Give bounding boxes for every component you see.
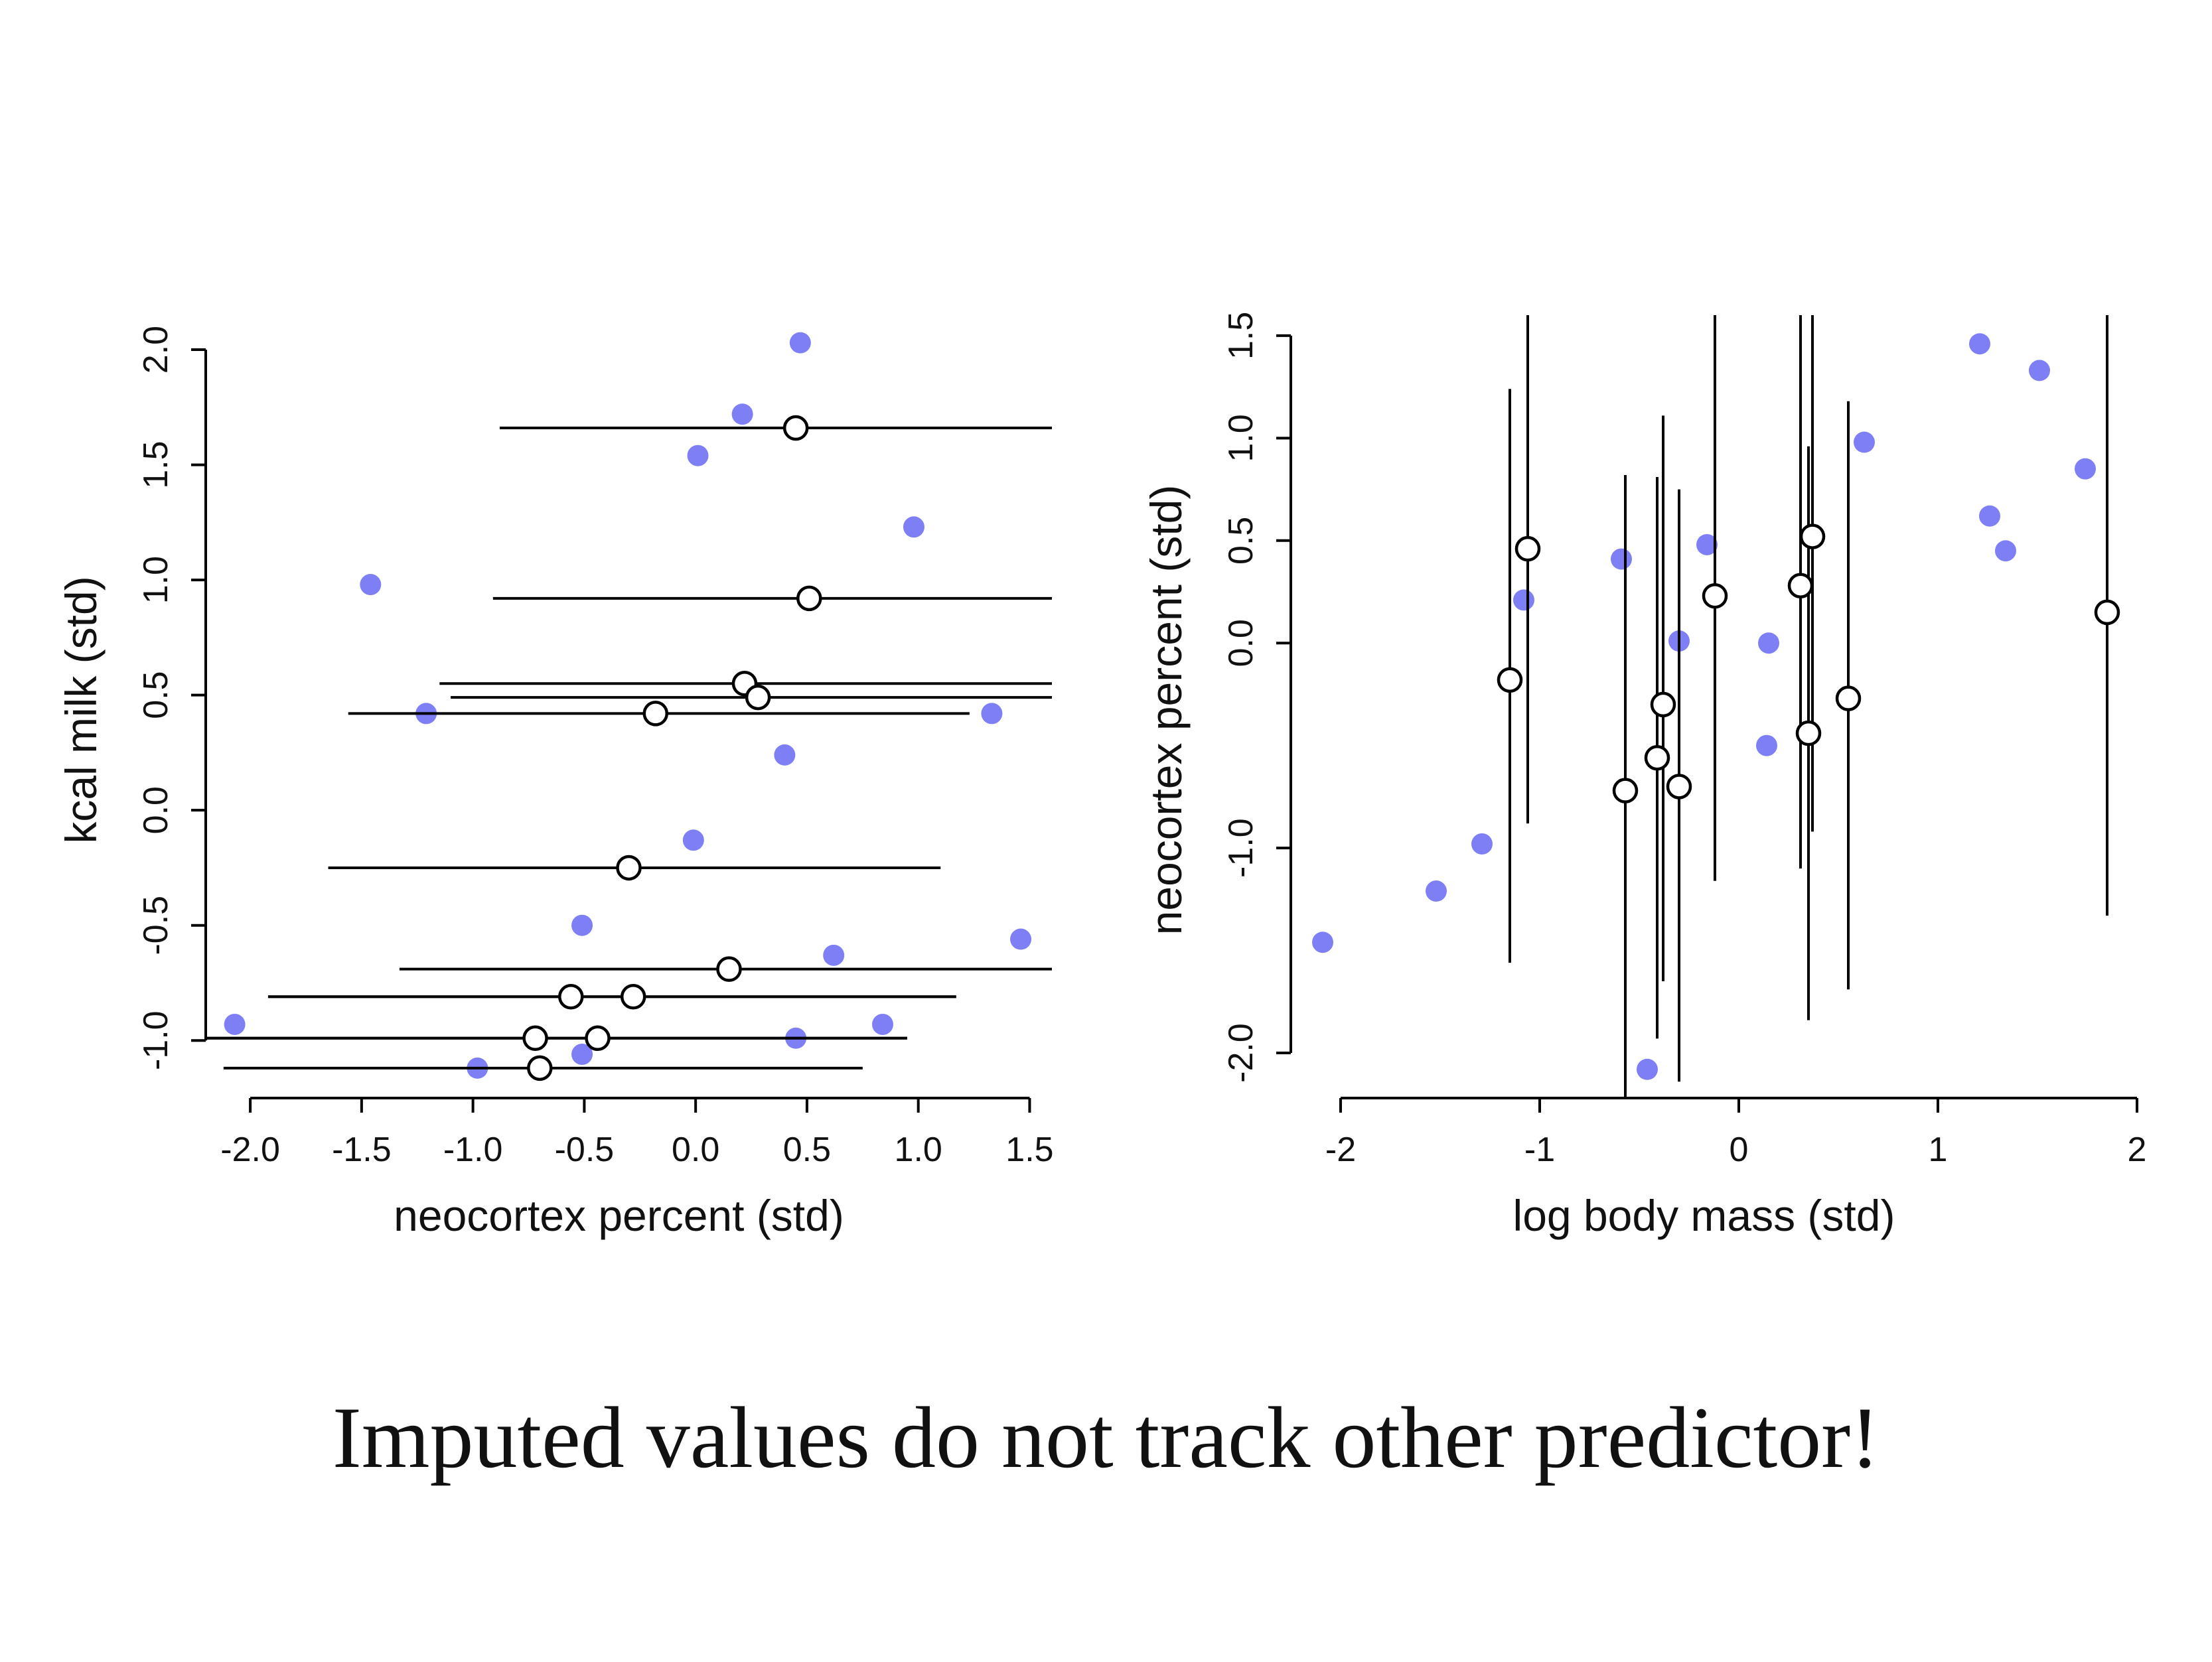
y-tick-label: 1.5 [1222,312,1260,360]
imputed-point [527,1055,553,1081]
x-tick-label: 0 [1730,1131,1749,1169]
observed-point [903,516,924,538]
imputed-point [585,1025,611,1052]
observed-point [872,1013,893,1035]
x-tick-label: -2.0 [220,1131,280,1169]
x-tick-label: 1.0 [895,1131,942,1169]
observed-point [687,445,709,466]
observed-point [1010,928,1032,950]
observed-point [682,829,704,851]
observed-point [1312,932,1333,953]
x-tick-label: -1.0 [443,1131,503,1169]
observed-point [1758,632,1779,654]
imputed-point [620,984,646,1010]
x-tick-label: 1.5 [1005,1131,1053,1169]
observed-point [1696,533,1718,555]
x-tick-label: 0.0 [672,1131,719,1169]
observed-point [789,332,811,354]
imputed-point [1612,778,1639,803]
right-panel-neocortex-vs-body-mass: -2 -1 0 1 2 -2.0 -1.0 0.0 0.5 1.0 1.5 log body mass… [1142,312,2146,1240]
x-tick-label: -1.5 [332,1131,392,1169]
y-axis-label: neocortex percent (std) [1142,485,1191,935]
y-tick-label: -1.0 [1222,818,1260,878]
imputed-point [558,984,584,1010]
imputed-point [1702,583,1728,609]
imputed-point [796,585,822,612]
observed-point [1854,431,1875,453]
y-tick-label: -0.5 [137,896,175,955]
imputed-point [1835,685,1862,711]
y-tick-label: 2.0 [137,326,175,374]
observed-point [1995,540,2016,562]
imputed-point [1644,744,1670,771]
y-tick-label: 0.0 [1222,619,1260,667]
observed-point [774,744,796,766]
observed-point [1979,505,2000,527]
imputed-point [2094,599,2120,626]
y-tick-label: -2.0 [1222,1023,1260,1083]
observed-point [981,703,1003,725]
observed-point [1513,589,1534,611]
imputed-point [642,701,669,727]
imputed-point [716,956,742,982]
observed-point [1426,880,1447,902]
observed-point [1471,833,1493,855]
x-tick-label: 2 [2128,1131,2147,1169]
y-tick-label: 0.5 [137,671,175,719]
caption: Imputed values do not track other predic… [332,1389,1880,1486]
imputed-point [782,415,809,441]
x-tick-label: -1 [1524,1131,1555,1169]
x-tick-label: -0.5 [555,1131,615,1169]
imputed-point [1795,720,1822,746]
observed-point [360,574,382,596]
observed-point [823,944,845,966]
observed-point [1756,734,1777,756]
imputed-point [522,1025,548,1052]
observed-point [571,914,593,936]
observed-point [1611,548,1632,570]
x-axis-label: neocortex percent (std) [394,1191,844,1240]
observed-point [731,403,753,425]
y-tick-label: 1.0 [1222,414,1260,462]
y-tick-label: -1.0 [137,1010,175,1070]
y-axis-label: kcal milk (std) [56,576,106,843]
imputed-point [1666,774,1692,799]
y-tick-label: 1.0 [137,556,175,604]
observed-point [571,1044,593,1066]
x-tick-label: 0.5 [783,1131,831,1169]
imputed-point [1497,667,1523,693]
observed-point [1637,1058,1658,1080]
observed-point [1969,333,1990,355]
imputed-point [1514,535,1541,562]
x-tick-label: -2 [1325,1131,1356,1169]
observed-point [2075,458,2096,480]
left-panel-kcal-vs-neocortex: -2.0 -1.5 -1.0 -0.5 0.0 0.5 1.0 1.5 -1.0 -0.5 0.0 0… [56,326,1054,1240]
imputed-point [1787,573,1814,598]
imputed-point [1799,523,1826,549]
x-tick-label: 1 [1929,1131,1948,1169]
observed-point [2029,360,2050,381]
imputed-point [745,684,771,711]
observed-point [224,1013,246,1035]
imputed-point [1650,691,1676,718]
x-axis-label: log body mass (std) [1513,1191,1895,1240]
y-tick-label: 0.5 [1222,517,1260,565]
y-tick-label: 1.5 [137,441,175,488]
imputed-point [616,855,642,881]
y-tick-label: 0.0 [137,786,175,834]
